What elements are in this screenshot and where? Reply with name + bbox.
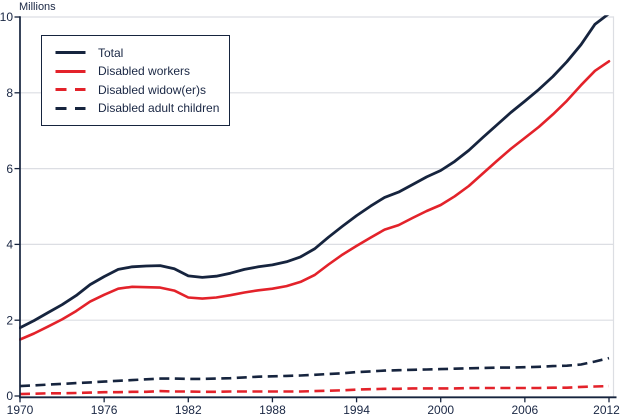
series-line-disabled-adult-children [19, 356, 610, 388]
y-tick-label-8: 8 [6, 86, 13, 100]
y-tick-label-2: 2 [6, 313, 13, 327]
series-group [19, 15, 611, 396]
series-line-disabled-workers [19, 59, 611, 341]
y-tick-label-4: 4 [6, 238, 13, 252]
x-tick-label-1988: 1988 [259, 403, 286, 417]
y-axis-unit-label: Millions [19, 1, 56, 13]
legend-row-disabled-adult-children: Disabled adult children [55, 101, 223, 115]
x-tick-label-2012: 2012 [593, 403, 620, 417]
y-tick-label-6: 6 [6, 162, 13, 176]
x-tick-label-1976: 1976 [91, 403, 118, 417]
legend: Total Disabled workers Disabled widow(er… [41, 35, 230, 126]
legend-swatch-disabled-workers-line [55, 69, 86, 73]
legend-label-disabled-widowers: Disabled widow(er)s [98, 82, 207, 97]
x-tick-label-1970: 1970 [7, 403, 34, 417]
legend-row-disabled-workers: Disabled workers [55, 64, 223, 78]
legend-swatch-disabled-adult-children-line [55, 106, 86, 110]
y-tick-label-10: 10 [0, 10, 13, 24]
x-tick-label-1982: 1982 [175, 403, 202, 417]
legend-label-total: Total [98, 45, 124, 60]
x-tick-label-2006: 2006 [512, 403, 539, 417]
x-tick-label-1994: 1994 [343, 403, 370, 417]
series-line-disabled-widow-er-s [19, 384, 610, 396]
legend-row-disabled-widowers: Disabled widow(er)s [55, 83, 223, 97]
series-line-total [19, 15, 610, 330]
legend-row-total: Total [55, 46, 223, 60]
y-tick-label-0: 0 [6, 389, 13, 403]
legend-swatch-disabled-widowers-line [55, 88, 86, 92]
legend-swatch-total-line [55, 51, 86, 55]
legend-label-disabled-adult-children: Disabled adult children [98, 101, 220, 116]
legend-label-disabled-workers: Disabled workers [98, 64, 191, 79]
x-tick-label-2000: 2000 [427, 403, 454, 417]
